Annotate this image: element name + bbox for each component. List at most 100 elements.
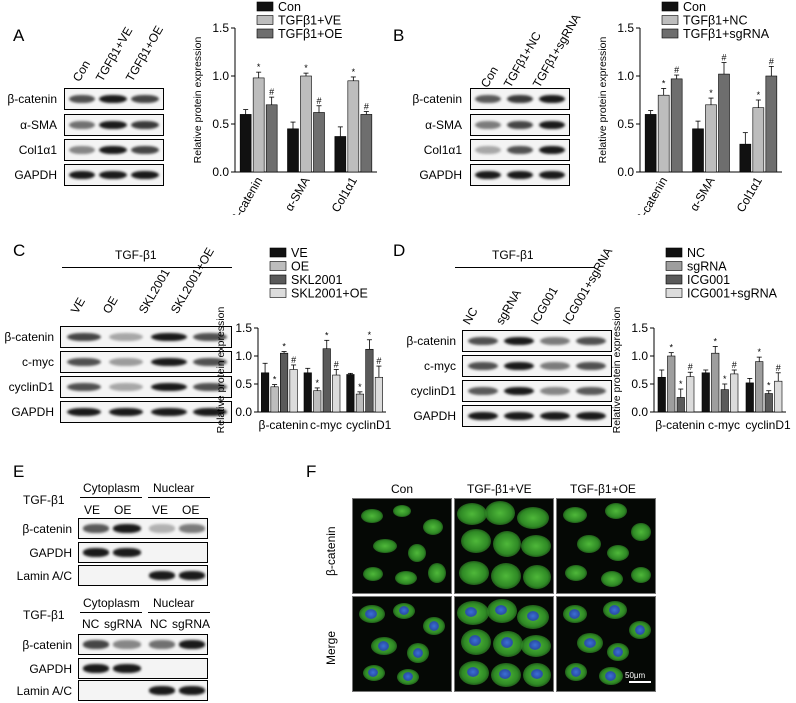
blot-strip <box>60 351 232 373</box>
bar <box>365 348 374 413</box>
significance-mark: * <box>662 78 666 88</box>
lane-label: OE <box>114 503 132 517</box>
blot-strip <box>470 88 570 110</box>
row-label: β-catenin <box>22 638 72 652</box>
blot-strip <box>78 680 208 701</box>
bar <box>711 352 720 413</box>
bar <box>718 73 730 173</box>
row-label: β-catenin <box>324 526 338 576</box>
bar <box>355 393 364 413</box>
bar <box>252 77 265 173</box>
row-label: GAPDH <box>419 168 462 182</box>
bar <box>303 372 312 413</box>
significance-mark: * <box>304 63 308 73</box>
bar <box>705 104 717 173</box>
bar <box>739 143 752 173</box>
blot-strip <box>462 380 612 402</box>
y-tick-label: 0.5 <box>235 377 252 391</box>
bar <box>644 114 657 173</box>
blot-strip <box>78 565 208 586</box>
row-label: Lamin A/C <box>16 569 72 583</box>
bar <box>280 352 289 413</box>
treatment-label: TGF-β1 <box>23 493 65 507</box>
row-label: c-myc <box>424 359 456 373</box>
y-tick-label: 1.0 <box>212 69 229 83</box>
significance-mark: * <box>273 375 277 385</box>
significance-mark: # <box>769 56 774 66</box>
bar <box>720 389 729 413</box>
bar <box>701 372 710 413</box>
bar <box>346 374 355 413</box>
y-axis-label: Relative protein expression <box>192 37 204 164</box>
group-line <box>80 497 142 498</box>
bar <box>774 380 783 413</box>
legend-label: SKL2001+OE <box>291 287 368 301</box>
legend-swatch <box>269 247 287 258</box>
group-line <box>80 612 142 613</box>
row-label: β-catenin <box>406 334 456 348</box>
bar <box>239 114 252 173</box>
bar <box>313 112 325 173</box>
lane-label: VE <box>84 503 101 517</box>
row-label: Lamin A/C <box>16 684 72 698</box>
legend-label: NC <box>687 246 705 260</box>
bar <box>730 373 739 413</box>
y-tick-label: 0.0 <box>235 405 252 419</box>
panel-letter-d: D <box>393 241 406 260</box>
panel-letter-e: E <box>13 462 25 481</box>
significance-mark: * <box>358 382 362 392</box>
chart-d: 0.0 0.5 1.0 1.5 Relative protein expression *… <box>611 246 791 434</box>
row-label: GAPDH <box>11 405 54 419</box>
blot-strip <box>78 518 208 539</box>
bar <box>667 355 676 413</box>
y-tick-label: 1.5 <box>617 21 634 35</box>
row-label: Col1α1 <box>423 143 462 157</box>
y-tick-label: 0.0 <box>617 165 634 179</box>
cytoplasm-label: Cytoplasm <box>83 481 140 495</box>
bar <box>745 382 754 413</box>
category-label: α-SMA <box>687 175 718 214</box>
treatment-label: TGF-β1 <box>492 248 534 262</box>
lane-label: NC <box>82 617 100 631</box>
blot-strip <box>64 114 164 136</box>
bar <box>657 94 670 173</box>
bar <box>261 372 270 413</box>
nuclear-label: Nuclear <box>153 481 195 495</box>
category-label: β-catenin <box>633 175 670 216</box>
row-label: Merge <box>324 630 338 665</box>
legend-label: ICG001+sgRNA <box>687 287 778 301</box>
y-axis-label: Relative protein expression <box>597 37 609 164</box>
row-label: α-SMA <box>425 118 462 132</box>
row-label: Col1α1 <box>18 143 57 157</box>
y-axis-label: Relative protein expression <box>611 307 623 434</box>
significance-mark: # <box>688 362 693 372</box>
significance-mark: # <box>721 53 726 63</box>
category-label: β-catenin <box>655 418 705 432</box>
significance-mark: # <box>376 356 381 366</box>
blot-strip <box>470 164 570 186</box>
lane-label: sgRNA <box>492 287 525 327</box>
legend-swatch <box>661 1 679 12</box>
significance-mark: # <box>732 360 737 370</box>
row-label: β-catenin <box>412 92 462 106</box>
treatment-label: TGF-β1 <box>115 248 157 262</box>
lane-label: TGFβ1+sgRNA <box>529 11 584 91</box>
row-label: cyclinD1 <box>8 380 54 394</box>
legend-label: TGFβ1+sgRNA <box>683 27 770 41</box>
group-line <box>455 267 595 268</box>
group-line <box>148 497 210 498</box>
category-label: cyclinD1 <box>745 418 791 432</box>
y-axis-label: Relative protein expression <box>215 307 227 434</box>
lane-label: sgRNA <box>172 617 211 631</box>
row-label: β-catenin <box>4 330 54 344</box>
blot-strip <box>462 355 612 377</box>
blot-strip <box>60 326 232 348</box>
y-tick-label: 1.5 <box>212 21 229 35</box>
bar <box>692 128 704 173</box>
significance-mark: * <box>723 374 727 384</box>
y-tick-label: 1.5 <box>631 321 648 335</box>
bar <box>265 104 278 173</box>
blot-strip <box>64 139 164 161</box>
row-label: GAPDH <box>29 546 72 560</box>
legend-swatch <box>665 288 683 298</box>
